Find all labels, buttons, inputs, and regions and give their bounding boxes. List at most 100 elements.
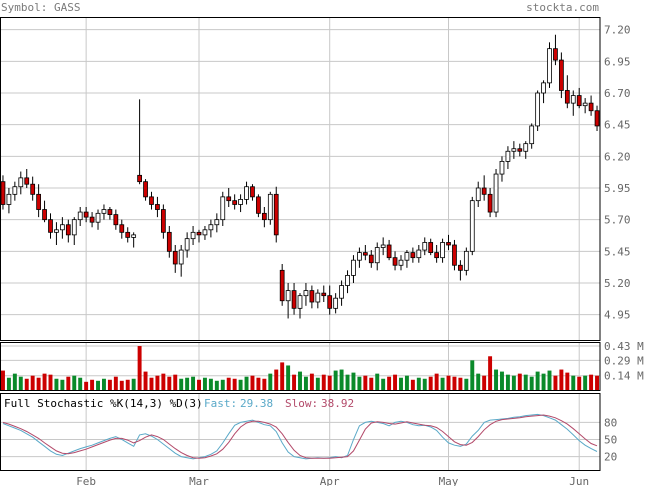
volume-bar [262,378,267,390]
candle-body [428,242,434,253]
candle-body [327,295,333,309]
volume-bar [357,376,362,390]
candle-body [273,193,279,236]
volume-bar [511,375,516,390]
volume-bar [416,377,421,390]
volume-bar [107,379,112,390]
volume-bar [387,376,392,390]
candle-body [184,238,190,251]
candle-body [339,285,344,299]
volume-bar [54,378,59,390]
candle-body [505,150,511,162]
candle-body [547,48,552,84]
axis-labels: Feb Mar Apr May Jun 4.95 5.20 5.45 5.70 5.95 6.20 6… [76,24,644,486]
candle-body [517,148,523,152]
volume-bar [179,378,184,390]
volume-bar [274,369,279,390]
volume-bar [185,377,190,390]
candle-body [481,187,487,195]
volume-bar [500,371,504,390]
volume-bar [452,376,457,390]
volume-bar [404,375,409,390]
volume-bar [119,380,124,390]
candle-body [368,254,374,264]
volume-bar [131,378,136,390]
volume-bar [541,373,546,390]
candle-body [107,209,113,216]
price-tick-label: 5.20 [604,277,631,290]
candle-body [564,90,570,104]
x-tick-label: Mar [189,475,209,486]
volume-bar [458,377,463,390]
volume-bar [149,377,154,390]
candle-body [446,242,451,246]
candle-body [404,252,410,261]
price-tick-label: 6.95 [604,55,631,68]
candle-body [458,264,463,271]
volume-bar [202,377,207,390]
candle-body [434,252,440,259]
volume-bar [244,376,249,390]
volume-bar [232,378,237,390]
volume-bar [137,346,142,390]
volume-bar [48,374,53,390]
volume-bar [30,375,35,390]
candle-body [511,148,517,152]
volume-bar [226,377,231,390]
candle-body [267,193,273,221]
candle-body [202,229,208,236]
volume-bar [125,379,130,390]
volume-bar [42,373,47,390]
volume-bar [327,375,332,390]
volume-bar [393,374,398,390]
volume-bar [547,370,552,390]
stochastic-panel-frame [0,393,601,471]
candle-body [36,193,41,210]
volume-bar [399,377,403,390]
candle-body [422,242,428,251]
volume-tick-label: 0.29 M [604,354,644,367]
volume-bar [363,375,368,390]
candle-body [250,186,255,198]
volume-bar [84,381,89,390]
volume-tick-label: 0.14 M [604,370,644,383]
x-tick-label: Jun [569,475,589,486]
x-tick-label: Apr [320,475,340,486]
candle-body [24,177,30,185]
price-tick-label: 6.45 [604,119,631,132]
price-tick-label: 5.70 [604,214,631,227]
candle-body [570,95,576,104]
volume-bar [303,376,308,390]
volume-bar [565,372,570,390]
volume-bar [535,371,540,390]
slow-label: Slow: [285,397,318,410]
stochastic-lines [2,413,598,460]
candle-body [190,231,196,240]
volume-tick-label: 0.43 M [604,340,644,353]
candle-body [54,229,59,233]
candle-body [77,211,83,221]
candle-body [30,183,36,195]
price-tick-label: 7.20 [604,24,631,37]
candle-body [594,110,600,127]
price-candles [0,34,600,319]
candle-body [238,198,243,205]
candle-body [279,269,285,302]
candle-body [541,82,546,94]
grid-lines [0,17,600,470]
volume-bar [428,376,433,390]
price-panel-frame [0,17,601,341]
candle-body [95,212,101,223]
volume-bar [24,378,29,390]
volume-bar [577,376,582,390]
volume-bar [238,379,243,390]
candle-body [0,181,6,205]
volume-bar [292,374,297,390]
x-tick-label: May [439,475,459,486]
volume-bar [505,374,510,390]
candle-body [83,211,89,218]
candle-body [143,181,148,198]
price-tick-label: 4.95 [604,309,631,322]
volume-bar [250,375,255,390]
candle-body [226,196,232,202]
